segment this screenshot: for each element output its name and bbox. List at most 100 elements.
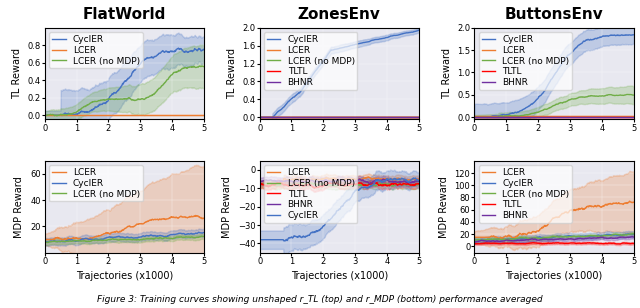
LCER (no MDP)	[351, 184, 359, 187]
LCER (no MDP)	[172, 236, 179, 240]
BHNR	[356, 177, 364, 181]
LCER (no MDP)	[198, 234, 205, 238]
Y-axis label: TL Reward: TL Reward	[227, 48, 237, 99]
CyclER	[197, 48, 205, 52]
CyclER	[625, 232, 632, 236]
BHNR	[415, 115, 422, 119]
TLTL	[566, 241, 573, 245]
LCER	[566, 209, 573, 213]
LCER	[565, 115, 573, 118]
Legend: LCER, CyclER, LCER (no MDP), TLTL, BHNR: LCER, CyclER, LCER (no MDP), TLTL, BHNR	[479, 165, 572, 223]
LCER	[256, 115, 264, 119]
Legend: LCER, CyclER, LCER (no MDP): LCER, CyclER, LCER (no MDP)	[49, 165, 143, 201]
Legend: LCER, LCER (no MDP), TLTL, BHNR, CyclER: LCER, LCER (no MDP), TLTL, BHNR, CyclER	[264, 165, 358, 223]
LCER (no MDP)	[41, 113, 49, 117]
CyclER	[200, 48, 208, 51]
TLTL	[342, 184, 350, 188]
BHNR	[566, 237, 573, 241]
LCER (no MDP)	[415, 115, 422, 119]
LCER (no MDP)	[172, 70, 179, 74]
CyclER	[58, 114, 66, 117]
LCER (no MDP)	[547, 235, 555, 239]
LCER	[626, 199, 634, 203]
CyclER	[412, 176, 419, 180]
LCER (no MDP)	[43, 241, 51, 244]
TLTL	[415, 182, 422, 185]
LCER (no MDP)	[630, 93, 637, 97]
LCER (no MDP)	[256, 183, 264, 186]
TLTL	[411, 115, 419, 119]
Title: ButtonsEnv: ButtonsEnv	[505, 7, 604, 22]
LCER	[118, 113, 125, 117]
TLTL	[342, 115, 349, 119]
BHNR	[332, 179, 339, 183]
X-axis label: Trajectories (x1000): Trajectories (x1000)	[291, 271, 388, 281]
LCER (no MDP)	[565, 98, 573, 102]
BHNR	[547, 238, 555, 241]
LCER (no MDP)	[136, 97, 143, 101]
BHNR	[332, 115, 339, 119]
BHNR	[412, 179, 419, 183]
TLTL	[557, 115, 564, 119]
LCER	[196, 113, 204, 117]
LCER	[630, 201, 637, 204]
LCER	[546, 115, 554, 118]
TLTL	[332, 115, 339, 119]
Line: LCER: LCER	[45, 215, 204, 240]
LCER (no MDP)	[117, 97, 125, 101]
LCER (no MDP)	[332, 184, 339, 188]
LCER (no MDP)	[348, 184, 355, 188]
CyclER	[412, 30, 419, 33]
Line: TLTL: TLTL	[474, 243, 634, 244]
Line: LCER (no MDP): LCER (no MDP)	[260, 182, 419, 186]
BHNR	[630, 115, 637, 119]
CyclER	[172, 49, 179, 53]
TLTL	[554, 241, 562, 245]
CyclER	[627, 33, 634, 37]
Line: CyclER: CyclER	[260, 178, 419, 241]
BHNR	[627, 235, 634, 239]
CyclER	[333, 209, 340, 213]
CyclER	[627, 232, 634, 236]
LCER (no MDP)	[601, 94, 609, 98]
CyclER	[256, 116, 264, 119]
TLTL	[630, 241, 637, 245]
LCER (no MDP)	[411, 115, 419, 119]
LCER (no MDP)	[53, 114, 61, 118]
CyclER	[172, 233, 179, 236]
LCER (no MDP)	[412, 183, 419, 187]
CyclER	[175, 46, 182, 50]
TLTL	[565, 115, 573, 119]
LCER (no MDP)	[479, 238, 486, 242]
LCER (no MDP)	[602, 234, 609, 237]
BHNR	[387, 180, 394, 183]
CyclER	[332, 47, 339, 51]
BHNR	[256, 115, 264, 119]
LCER	[499, 237, 506, 241]
LCER (no MDP)	[630, 232, 637, 236]
LCER	[626, 115, 634, 118]
BHNR	[470, 240, 478, 244]
BHNR	[557, 237, 564, 241]
CyclER	[387, 177, 394, 181]
LCER	[172, 113, 179, 117]
CyclER	[602, 233, 609, 237]
LCER	[547, 220, 554, 224]
CyclER	[566, 52, 573, 56]
Line: LCER (no MDP): LCER (no MDP)	[45, 66, 204, 116]
Title: ZonesEnv: ZonesEnv	[298, 7, 381, 22]
TLTL	[626, 115, 634, 119]
TLTL	[256, 183, 264, 187]
LCER	[602, 203, 609, 207]
Line: CyclER: CyclER	[474, 234, 634, 240]
Line: LCER (no MDP): LCER (no MDP)	[474, 94, 634, 117]
LCER	[256, 183, 264, 187]
CyclER	[200, 231, 208, 234]
TLTL	[627, 242, 634, 245]
CyclER	[117, 235, 125, 239]
TLTL	[256, 115, 264, 119]
CyclER	[117, 86, 125, 89]
TLTL	[557, 241, 564, 245]
Y-axis label: MDP Reward: MDP Reward	[15, 176, 24, 237]
BHNR	[342, 115, 349, 119]
